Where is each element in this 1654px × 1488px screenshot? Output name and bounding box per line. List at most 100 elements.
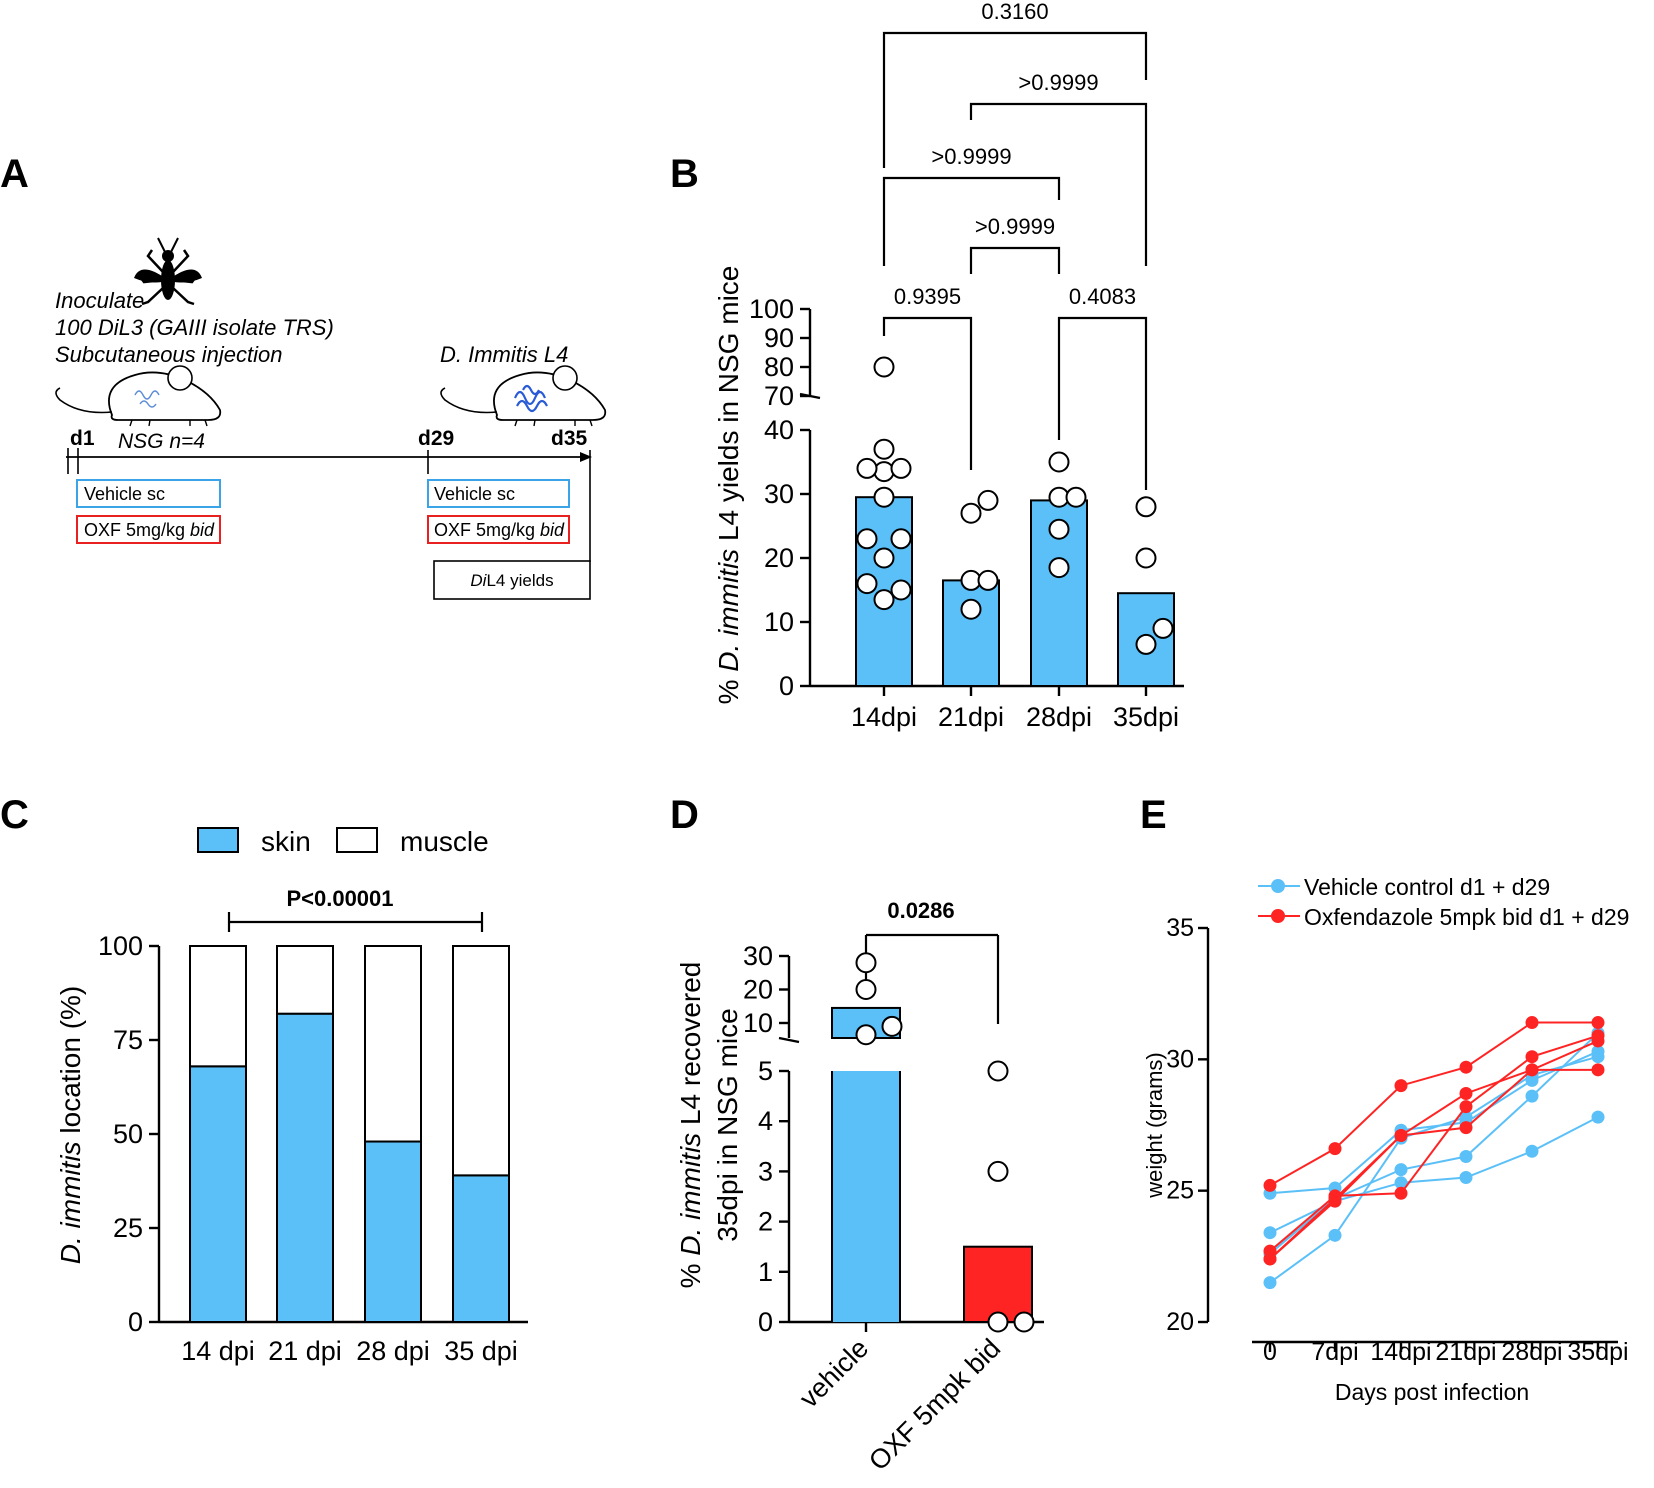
data-point	[1394, 1163, 1408, 1177]
panel-c-xtick-label: 35 dpi	[444, 1336, 518, 1366]
data-point	[1459, 1110, 1473, 1124]
data-point	[987, 1311, 1009, 1333]
panel-e-xlabel: Days post infection	[1335, 1379, 1529, 1405]
panel-d-sig: 0.0286	[887, 898, 954, 923]
panel-e: E Vehicle control d1 + d29 Oxfendazole 5…	[1140, 793, 1629, 1405]
series-line	[1269, 1021, 1598, 1187]
panel-b-ytick-label: 100	[749, 294, 794, 324]
panel-c-ylabel: D. immitis location (%)	[55, 986, 86, 1265]
series-line	[1269, 1116, 1599, 1234]
vehicle-box-2	[427, 479, 570, 508]
panel-a-label: A	[0, 152, 29, 196]
legend-vehicle: Vehicle control d1 + d29	[1258, 874, 1550, 900]
data-point	[1263, 1252, 1277, 1266]
panel-c: C skin muscle P<0.00001 D. immitis locat…	[0, 793, 528, 1366]
panel-e-xtick-label: 0	[1263, 1338, 1277, 1366]
series-line	[1269, 1034, 1599, 1252]
bar	[963, 1245, 1033, 1323]
panel-c-label: C	[0, 793, 29, 837]
panel-c-bars	[189, 945, 510, 1324]
panel-c-xtick-label: 28 dpi	[356, 1336, 430, 1366]
data-point	[1591, 1063, 1605, 1077]
panel-d-ytick-label: 2	[758, 1207, 773, 1237]
data-point	[1048, 451, 1070, 473]
legend-muscle-swatch	[336, 827, 378, 853]
panel-d-ytick-label: 5	[758, 1056, 773, 1086]
data-point	[960, 598, 982, 620]
data-point	[1591, 1110, 1605, 1124]
panel-c-pvalue: P<0.00001	[286, 886, 393, 911]
significance-label: 0.9395	[894, 284, 961, 309]
panel-b-ytick-label: 30	[764, 479, 794, 509]
panel-e-ylabel: weight (grams)	[1142, 1052, 1167, 1198]
oxf-label-1: OXF 5mg/kg bid	[84, 520, 215, 540]
mosquito-icon	[134, 237, 202, 306]
inoculate-route-text: Subcutaneous injection	[55, 342, 283, 367]
data-point	[1135, 496, 1157, 518]
bar-skin	[276, 1012, 334, 1323]
panel-e-xtick-label: 7dpi	[1311, 1338, 1358, 1366]
bar-skin	[189, 1065, 247, 1323]
panel-c-xtick-label: 21 dpi	[268, 1336, 342, 1366]
panel-d-ytick-label: 20	[743, 975, 773, 1005]
panel-e-xtick-label: 35dpi	[1567, 1338, 1628, 1366]
significance-bracket	[882, 31, 1148, 168]
data-point	[1591, 1034, 1605, 1048]
data-point	[1048, 518, 1070, 540]
panel-c-ytick-label: 75	[113, 1025, 143, 1055]
data-point	[1525, 1144, 1539, 1158]
panel-b-ytick-label: 10	[764, 607, 794, 637]
data-point	[873, 589, 895, 611]
panel-b-points	[856, 356, 1174, 655]
oxf-box-2	[427, 515, 570, 544]
panel-c-ytick-label: 100	[98, 931, 143, 961]
panel-d-ytick-label: 30	[743, 941, 773, 971]
data-point	[856, 573, 878, 595]
data-point	[1525, 1089, 1539, 1103]
significance-bracket	[1057, 316, 1148, 490]
data-point	[977, 489, 999, 511]
panel-c-ytick-label: 25	[113, 1213, 143, 1243]
data-point	[1459, 1100, 1473, 1114]
data-point	[856, 457, 878, 479]
panel-d-ylabel-2: 35dpi in NSG mice	[712, 1008, 743, 1241]
data-point	[1459, 1121, 1473, 1135]
panel-e-lines	[1263, 1016, 1605, 1290]
data-point	[1263, 1178, 1277, 1192]
legend-oxf-label: Oxfendazole 5mpk bid d1 + d29	[1304, 904, 1629, 930]
legend-skin-swatch	[197, 827, 239, 853]
data-point	[873, 438, 895, 460]
panel-b-label: B	[670, 152, 699, 196]
bar-skin	[364, 1140, 422, 1324]
bar	[942, 579, 1000, 688]
panel-d-ytick-label: 4	[758, 1106, 773, 1136]
data-point	[1328, 1142, 1342, 1156]
data-point	[960, 502, 982, 524]
panel-b-ylabel: % D. immitis L4 yields in NSG mice	[713, 266, 744, 705]
data-point	[873, 356, 895, 378]
vehicle-label-1: Vehicle sc	[84, 484, 165, 504]
panel-d-xtick-label: vehicle	[794, 1333, 875, 1414]
panel-b-ytick-label: 0	[779, 671, 794, 701]
data-point	[1394, 1079, 1408, 1093]
inoculate-text: Inoculate	[55, 288, 144, 313]
series-line	[1269, 1068, 1598, 1260]
panel-b-xtick-label: 35dpi	[1113, 702, 1179, 732]
data-point	[855, 979, 877, 1000]
data-point	[987, 1060, 1009, 1082]
data-point	[1135, 633, 1157, 655]
panel-e-ytick-label: 35	[1166, 914, 1194, 942]
legend-oxfendazole: Oxfendazole 5mpk bid d1 + d29	[1258, 904, 1629, 930]
significance-label: >0.9999	[975, 214, 1055, 239]
data-point	[1591, 1016, 1605, 1030]
data-point	[1459, 1086, 1473, 1100]
data-point	[1048, 557, 1070, 579]
data-point	[881, 1015, 903, 1037]
mouse-icon	[55, 365, 222, 427]
panel-d-ytick-label: 0	[758, 1307, 773, 1337]
data-point	[1459, 1171, 1473, 1185]
panel-e-ytick-label: 30	[1166, 1045, 1194, 1073]
inoculate-dose-text: 100 DiL3 (GAIII isolate TRS)	[55, 315, 334, 340]
